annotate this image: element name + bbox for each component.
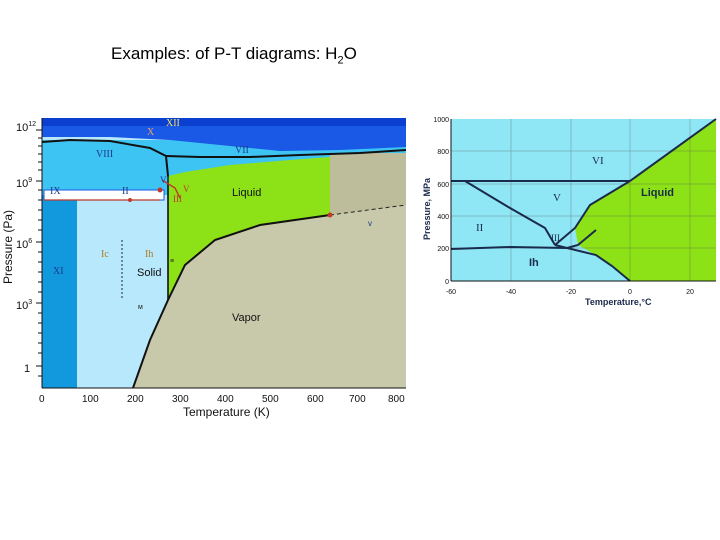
left-x-tick: 500 xyxy=(262,394,279,405)
right-y-tick: 800 xyxy=(437,149,449,156)
right-label-ih: Ih xyxy=(529,257,539,269)
right-x-axis-ticks: -60 -40 -20 0 20 xyxy=(446,289,694,296)
left-y-tick: 1 xyxy=(24,363,30,375)
left-x-tick: 700 xyxy=(349,394,366,405)
left-y-tick: 109 xyxy=(16,177,32,190)
label-liquid: Liquid xyxy=(232,187,261,199)
label-xii: XII xyxy=(166,118,180,129)
left-y-tick: 1012 xyxy=(16,121,36,134)
left-y-tick: 103 xyxy=(16,299,32,312)
right-label-v: V xyxy=(553,192,561,204)
right-label-iii: III xyxy=(551,233,560,243)
ice-x-region xyxy=(42,118,406,151)
left-x-tick: 600 xyxy=(307,394,324,405)
label-ix: IX xyxy=(50,186,61,197)
right-y-tick: 1000 xyxy=(433,117,449,124)
label-vi: VI xyxy=(160,175,170,185)
mark-2: м xyxy=(138,304,143,311)
right-y-tick: 0 xyxy=(445,279,449,286)
label-solid: Solid xyxy=(137,267,161,279)
right-y-tick: 600 xyxy=(437,182,449,189)
left-x-axis-label: Temperature (K) xyxy=(183,405,270,419)
mark-3: v xyxy=(368,219,372,228)
right-x-tick: 20 xyxy=(686,289,694,296)
label-x: X xyxy=(147,127,155,138)
right-y-axis-label: Pressure, MPa xyxy=(422,177,432,240)
left-x-tick: 0 xyxy=(39,394,45,405)
title-main: Examples: of P-T diagrams: H xyxy=(111,44,338,63)
right-y-tick: 200 xyxy=(437,246,449,253)
mark-1: ≡ xyxy=(170,258,174,265)
left-x-tick: 800 xyxy=(388,394,405,405)
left-x-axis-ticks: 0 100 200 300 400 500 600 700 800 xyxy=(39,394,405,405)
left-x-tick: 200 xyxy=(127,394,144,405)
right-y-tick: 400 xyxy=(437,214,449,221)
left-x-tick: 100 xyxy=(82,394,99,405)
label-vapor: Vapor xyxy=(232,312,261,324)
left-phase-diagram: XII X VIII VII VI IX II V III Ic Ih XI S… xyxy=(1,112,410,532)
right-y-axis-ticks: 1000 800 600 400 200 0 xyxy=(433,117,449,286)
label-xi: XI xyxy=(53,266,64,277)
right-x-tick: -60 xyxy=(446,289,456,296)
right-x-tick: -40 xyxy=(506,289,516,296)
right-x-axis-label: Temperature,°C xyxy=(585,297,652,307)
right-x-tick: -20 xyxy=(566,289,576,296)
label-ii: II xyxy=(122,186,129,197)
vapor-region xyxy=(133,205,406,388)
left-y-axis-label: Pressure (Pa) xyxy=(1,210,15,284)
right-label-liquid: Liquid xyxy=(641,187,674,199)
label-vii: VII xyxy=(235,145,249,156)
right-label-vi: VI xyxy=(592,155,604,167)
left-y-tick: 106 xyxy=(16,238,32,251)
left-y-axis-ticks: 1012 109 106 103 1 xyxy=(16,121,36,375)
label-iii: III xyxy=(173,194,182,204)
right-phase-diagram: VI V II III Ih Liquid 1000 800 600 400 2… xyxy=(422,117,717,307)
label-ih: Ih xyxy=(145,249,153,260)
left-x-tick: 300 xyxy=(172,394,189,405)
label-viii: VIII xyxy=(96,149,113,160)
right-label-ii: II xyxy=(476,222,484,234)
right-x-tick: 0 xyxy=(628,289,632,296)
label-v: V xyxy=(183,184,190,194)
label-ic: Ic xyxy=(101,249,109,260)
ice-xi-region xyxy=(42,195,77,388)
right-liquid-region xyxy=(575,119,716,281)
left-x-tick: 400 xyxy=(217,394,234,405)
title-subscript: 2 xyxy=(337,54,344,67)
left-y-minor-ticks xyxy=(36,129,42,377)
slide-title: Examples: of P-T diagrams: H2O xyxy=(111,44,357,66)
title-end: O xyxy=(343,44,357,63)
supercritical-region xyxy=(330,153,406,215)
